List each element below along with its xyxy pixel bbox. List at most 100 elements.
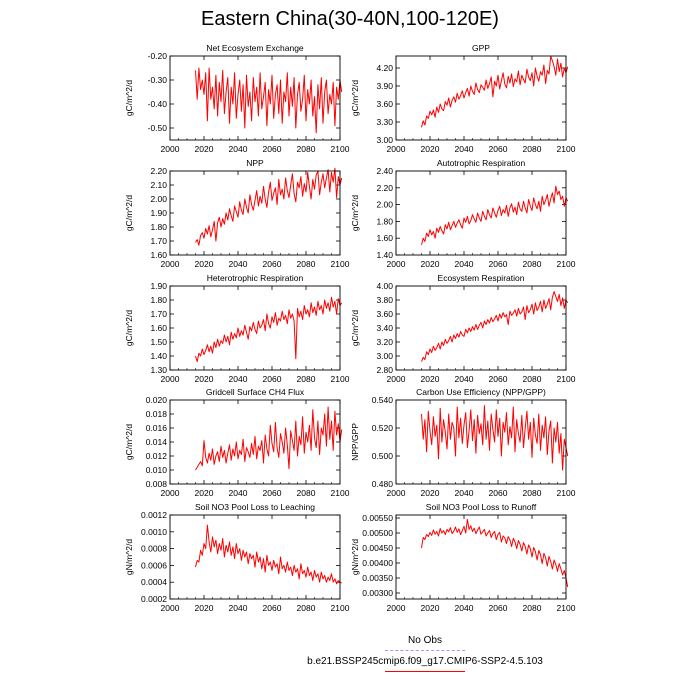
x-tick-label: 2040 [229, 488, 248, 498]
y-tick-label: 2.80 [376, 365, 393, 375]
y-tick-label: -0.20 [148, 51, 168, 61]
y-tick-label: 0.00500 [362, 528, 393, 538]
x-tick-label: 2100 [557, 603, 576, 613]
y-tick-label: 0.00400 [362, 558, 393, 568]
plot-frame [169, 514, 341, 600]
y-tick-label: 3.30 [376, 117, 393, 127]
x-tick-label: 2040 [229, 259, 248, 269]
chart-panel-10: Soil NO3 Pool Loss to Runoff gN/m^2/d 2000… [350, 502, 576, 613]
x-tick-label: 2100 [557, 144, 576, 154]
y-axis-label: gC/m^2/d [124, 310, 134, 346]
plot-frame [395, 170, 567, 256]
series-line [195, 296, 343, 363]
legend-obs-line [385, 650, 465, 651]
x-tick-label: 2020 [195, 488, 214, 498]
x-tick-label: 2060 [489, 144, 508, 154]
chart-title: Soil NO3 Pool Loss to Runoff [426, 502, 537, 512]
series-line [195, 167, 343, 246]
y-tick-label: 1.80 [150, 295, 167, 305]
x-tick-label: 2080 [523, 488, 542, 498]
series-line [421, 185, 569, 246]
x-tick-label: 2100 [331, 259, 350, 269]
x-tick-label: 2000 [161, 374, 180, 384]
x-tick-label: 2040 [229, 603, 248, 613]
y-tick-label: 1.70 [150, 236, 167, 246]
x-tick-label: 2060 [489, 374, 508, 384]
x-tick-label: 2080 [523, 259, 542, 269]
series-line [421, 519, 569, 588]
y-tick-label: 0.008 [146, 479, 168, 489]
x-tick-label: 2020 [195, 259, 214, 269]
x-tick-label: 2080 [297, 374, 316, 384]
y-tick-label: 3.60 [376, 309, 393, 319]
x-tick-label: 2080 [523, 374, 542, 384]
y-tick-label: 0.0012 [141, 510, 167, 520]
x-tick-label: 2040 [229, 374, 248, 384]
y-tick-label: 0.014 [146, 437, 168, 447]
x-tick-label: 2000 [387, 488, 406, 498]
y-tick-label: 1.50 [150, 337, 167, 347]
x-tick-label: 2100 [331, 603, 350, 613]
x-tick-label: 2020 [195, 603, 214, 613]
y-axis-label: gC/m^2/d [124, 424, 134, 460]
y-tick-label: 0.0004 [141, 577, 167, 587]
y-axis-label: gC/m^2/d [350, 80, 360, 116]
chart-panel-8: Carbon Use Efficiency (NPP/GPP) NPP/GPP 20… [350, 387, 576, 498]
plot-frame [169, 399, 341, 485]
series-line [195, 524, 342, 585]
y-tick-label: -0.50 [148, 123, 168, 133]
y-tick-label: 3.60 [376, 99, 393, 109]
y-tick-label: -0.40 [148, 99, 168, 109]
plot-frame [395, 399, 567, 485]
plot-frame [395, 514, 567, 600]
chart-title: Carbon Use Efficiency (NPP/GPP) [416, 387, 546, 397]
chart-panel-1: Net Ecosystem Exchange gC/m^2/d 2000 2020 20… [124, 43, 350, 154]
x-tick-label: 2060 [263, 144, 282, 154]
x-tick-label: 2020 [421, 144, 440, 154]
x-tick-label: 2100 [557, 488, 576, 498]
y-tick-label: 0.00300 [362, 588, 393, 598]
chart-panel-6: Ecosystem Respiration gC/m^2/d 2000 2020 204… [350, 273, 576, 384]
y-tick-label: 1.60 [150, 323, 167, 333]
x-tick-label: 2000 [387, 374, 406, 384]
x-tick-label: 2100 [557, 374, 576, 384]
y-tick-label: -0.30 [148, 75, 168, 85]
x-tick-label: 2060 [489, 488, 508, 498]
x-tick-label: 2000 [161, 144, 180, 154]
y-tick-label: 0.016 [146, 423, 168, 433]
x-tick-label: 2020 [421, 259, 440, 269]
x-tick-label: 2000 [161, 488, 180, 498]
x-tick-label: 2040 [455, 488, 474, 498]
y-tick-label: 2.00 [150, 194, 167, 204]
y-tick-label: 1.40 [150, 351, 167, 361]
x-tick-label: 2040 [229, 144, 248, 154]
y-tick-label: 1.30 [150, 365, 167, 375]
x-tick-label: 2060 [489, 603, 508, 613]
x-tick-label: 2060 [263, 374, 282, 384]
y-tick-label: 2.40 [376, 166, 393, 176]
chart-title: Net Ecosystem Exchange [206, 43, 304, 53]
x-tick-label: 2060 [263, 259, 282, 269]
y-tick-label: 0.00450 [362, 543, 393, 553]
x-tick-label: 2020 [421, 488, 440, 498]
series-line [421, 291, 569, 362]
x-tick-label: 2000 [161, 259, 180, 269]
y-tick-label: 4.00 [376, 281, 393, 291]
y-axis-label: gC/m^2/d [350, 195, 360, 231]
chart-panel-7: Gridcell Surface CH4 Flux gC/m^2/d 2000 202… [124, 387, 350, 498]
y-tick-label: 1.60 [150, 250, 167, 260]
y-tick-label: 3.20 [376, 337, 393, 347]
chart-title: Gridcell Surface CH4 Flux [206, 387, 305, 397]
x-tick-label: 2000 [387, 144, 406, 154]
y-tick-label: 0.012 [146, 451, 168, 461]
x-tick-label: 2000 [387, 603, 406, 613]
x-tick-label: 2020 [195, 144, 214, 154]
chart-title: Soil NO3 Pool Loss to Leaching [195, 502, 315, 512]
series-line [421, 55, 569, 128]
chart-panel-3: NPP gC/m^2/d 2000 2020 2040 2060 2080 2100 1.60 1… [124, 158, 350, 269]
legend-obs-label: No Obs [408, 635, 442, 646]
y-tick-label: 3.90 [376, 81, 393, 91]
x-tick-label: 2080 [297, 603, 316, 613]
y-tick-label: 2.20 [376, 183, 393, 193]
